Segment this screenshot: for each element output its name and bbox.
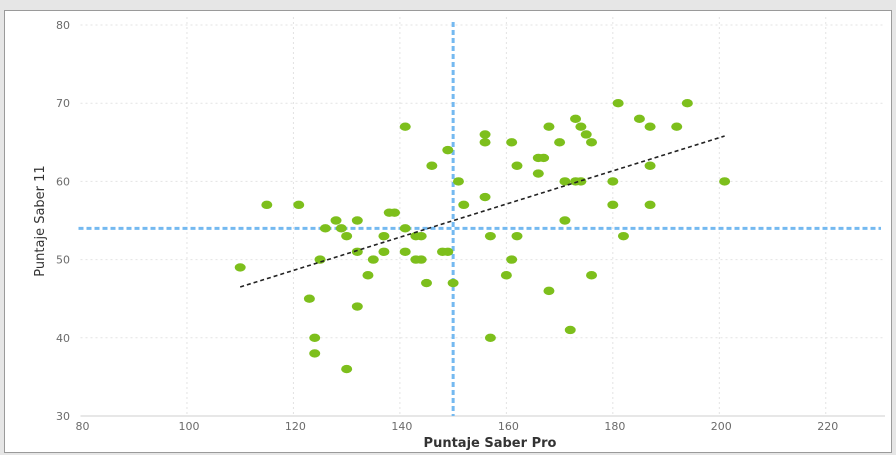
data-point bbox=[511, 231, 523, 241]
data-point bbox=[538, 153, 550, 163]
data-point bbox=[532, 169, 544, 178]
data-point bbox=[389, 208, 401, 217]
x-axis-title: Puntaje Saber Pro bbox=[424, 436, 557, 451]
data-point bbox=[234, 263, 246, 272]
y-axis-ticks: 30 40 50 60 70 80 bbox=[56, 19, 70, 423]
data-point bbox=[671, 122, 683, 131]
reference-lines bbox=[78, 22, 881, 416]
x-tick-label: 100 bbox=[178, 420, 199, 433]
data-point bbox=[617, 231, 629, 241]
grid-lines bbox=[80, 17, 885, 417]
data-point bbox=[319, 224, 331, 233]
data-point bbox=[586, 271, 598, 280]
y-tick-label: 50 bbox=[56, 254, 70, 267]
data-point bbox=[341, 364, 353, 374]
data-point bbox=[484, 231, 496, 241]
data-point bbox=[612, 99, 624, 108]
data-point bbox=[293, 200, 305, 210]
data-point bbox=[309, 333, 321, 342]
data-point bbox=[564, 325, 576, 335]
y-axis-title: Puntaje Saber 11 bbox=[33, 165, 48, 276]
data-point bbox=[543, 122, 555, 131]
chart-frame bbox=[4, 10, 892, 453]
data-point bbox=[479, 138, 491, 147]
data-point bbox=[644, 122, 656, 131]
y-tick-label: 70 bbox=[56, 97, 70, 110]
data-point bbox=[586, 138, 598, 147]
x-tick-label: 80 bbox=[76, 420, 90, 433]
data-point bbox=[607, 200, 619, 210]
x-tick-label: 160 bbox=[498, 420, 519, 433]
data-points bbox=[234, 99, 731, 374]
data-point bbox=[543, 286, 555, 296]
data-point bbox=[570, 114, 582, 124]
data-point bbox=[607, 177, 619, 186]
data-point bbox=[399, 224, 411, 233]
data-point bbox=[479, 130, 491, 139]
data-point bbox=[484, 333, 496, 342]
x-tick-label: 200 bbox=[711, 420, 732, 433]
data-point bbox=[506, 138, 518, 147]
data-point bbox=[559, 216, 571, 225]
data-point bbox=[415, 231, 427, 241]
data-point bbox=[421, 278, 433, 288]
y-tick-label: 60 bbox=[56, 175, 70, 188]
data-point bbox=[458, 200, 470, 210]
y-tick-label: 40 bbox=[56, 332, 70, 345]
data-point bbox=[378, 231, 390, 241]
trend-line bbox=[239, 135, 725, 288]
data-point bbox=[681, 99, 693, 108]
data-point bbox=[330, 216, 342, 225]
data-point bbox=[442, 247, 454, 256]
data-point bbox=[426, 161, 438, 170]
data-point bbox=[506, 255, 518, 264]
x-tick-label: 220 bbox=[817, 420, 838, 433]
data-point bbox=[479, 192, 491, 202]
data-point bbox=[447, 278, 459, 288]
data-point bbox=[719, 177, 731, 186]
data-point bbox=[559, 177, 571, 186]
data-point bbox=[351, 247, 363, 256]
x-tick-label: 180 bbox=[604, 420, 625, 433]
data-point bbox=[633, 114, 645, 124]
x-axis-ticks: 80 100 120 140 160 180 200 220 bbox=[76, 420, 839, 433]
data-point bbox=[341, 231, 353, 241]
data-point bbox=[351, 216, 363, 225]
data-point bbox=[335, 224, 347, 233]
x-tick-label: 140 bbox=[391, 420, 412, 433]
data-point bbox=[554, 138, 566, 147]
data-point bbox=[415, 255, 427, 264]
data-point bbox=[575, 122, 587, 131]
data-point bbox=[399, 122, 411, 131]
x-tick-label: 120 bbox=[285, 420, 306, 433]
data-point bbox=[511, 161, 523, 170]
data-point bbox=[362, 271, 374, 280]
data-point bbox=[303, 294, 315, 303]
data-point bbox=[367, 255, 379, 264]
data-point bbox=[452, 177, 464, 186]
data-point bbox=[399, 247, 411, 256]
y-tick-label: 30 bbox=[56, 410, 70, 423]
data-point bbox=[500, 271, 512, 280]
data-point bbox=[261, 200, 273, 210]
data-point bbox=[309, 349, 321, 358]
y-tick-label: 80 bbox=[56, 19, 70, 32]
data-point bbox=[580, 130, 592, 139]
data-point bbox=[644, 161, 656, 170]
data-point bbox=[644, 200, 656, 210]
data-point bbox=[442, 145, 454, 155]
data-point bbox=[351, 302, 363, 311]
data-point bbox=[378, 247, 390, 256]
